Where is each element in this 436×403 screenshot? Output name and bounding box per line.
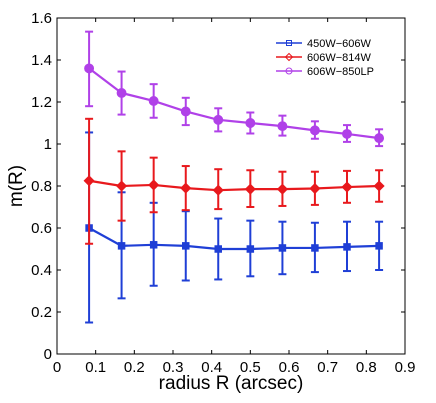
y-tick-label: 0.2 — [31, 304, 52, 321]
x-tick-label: 0.4 — [201, 359, 222, 376]
y-tick-label: 0 — [44, 346, 52, 363]
data-point — [246, 245, 255, 253]
data-point — [311, 244, 319, 252]
y-tick-label: 1.4 — [31, 52, 52, 69]
data-point — [341, 181, 353, 193]
data-point — [244, 183, 256, 195]
y-tick-label: 1.2 — [31, 94, 52, 111]
x-tick-label: 0.6 — [279, 359, 300, 376]
legend-label: 606W−814W — [307, 52, 372, 64]
ticks-layer: 0 0.1 0.2 0.3 0.4 0.5 0.6 0.7 0.8 0.9 0 0.2 0.4 0.6 0.… — [31, 10, 415, 376]
legend-item: 606W−814W — [276, 52, 372, 64]
legend-item: 450W−606W — [276, 38, 372, 50]
legend-item: 606W−850LP — [276, 66, 374, 78]
x-tick-label: 0.3 — [163, 359, 184, 376]
data-point — [374, 133, 385, 144]
data-point — [182, 242, 190, 250]
data-point — [276, 183, 288, 195]
data-point — [180, 182, 192, 194]
legend-label: 606W−850LP — [307, 66, 374, 78]
series-2 — [83, 117, 385, 245]
data-point — [148, 96, 159, 106]
y-tick-label: 0.8 — [31, 178, 52, 195]
y-tick-label: 1.6 — [31, 10, 52, 27]
data-point — [342, 128, 352, 139]
data-point — [213, 114, 224, 125]
series-line — [88, 67, 380, 140]
legend: 450W−606W 606W−814W 606W−850LP — [271, 33, 401, 85]
data-point — [373, 180, 385, 192]
data-point — [180, 106, 191, 117]
y-tick-label: 0.4 — [31, 262, 52, 279]
x-tick-label: 0 — [53, 359, 61, 376]
data-point — [309, 125, 320, 136]
data-point — [83, 175, 95, 187]
legend-marker — [286, 40, 292, 46]
data-point — [278, 244, 287, 252]
data-point — [116, 180, 128, 192]
x-axis-title: radius R (arcsec) — [159, 373, 304, 394]
data-point — [84, 63, 95, 74]
x-tick-label: 0.7 — [317, 359, 338, 376]
data-point — [116, 88, 127, 98]
data-point — [117, 242, 126, 250]
x-tick-label: 0.2 — [124, 359, 145, 376]
x-tick-label: 0.1 — [85, 359, 106, 376]
legend-marker — [284, 52, 294, 62]
legend-label: 450W−606W — [307, 38, 372, 50]
data-point — [148, 179, 160, 191]
series-1 — [85, 131, 384, 324]
series-line — [88, 179, 380, 192]
data-point — [375, 242, 383, 250]
y-tick-label: 0.6 — [31, 220, 52, 237]
data-point — [212, 184, 224, 196]
series-layer — [83, 30, 385, 324]
x-tick-label: 0.9 — [395, 359, 416, 376]
data-point — [214, 245, 222, 253]
y-tick-label: 1 — [44, 136, 52, 153]
data-point — [149, 241, 158, 249]
x-tick-label: 0.5 — [240, 359, 261, 376]
series-line — [88, 227, 380, 251]
legend-marker — [285, 67, 293, 75]
x-tick-label: 0.8 — [356, 359, 377, 376]
series-3 — [84, 30, 385, 148]
data-point — [277, 121, 288, 132]
data-point — [245, 118, 256, 128]
data-point — [343, 243, 351, 251]
data-point — [309, 182, 321, 195]
y-axis-title: m(R) — [6, 165, 27, 207]
